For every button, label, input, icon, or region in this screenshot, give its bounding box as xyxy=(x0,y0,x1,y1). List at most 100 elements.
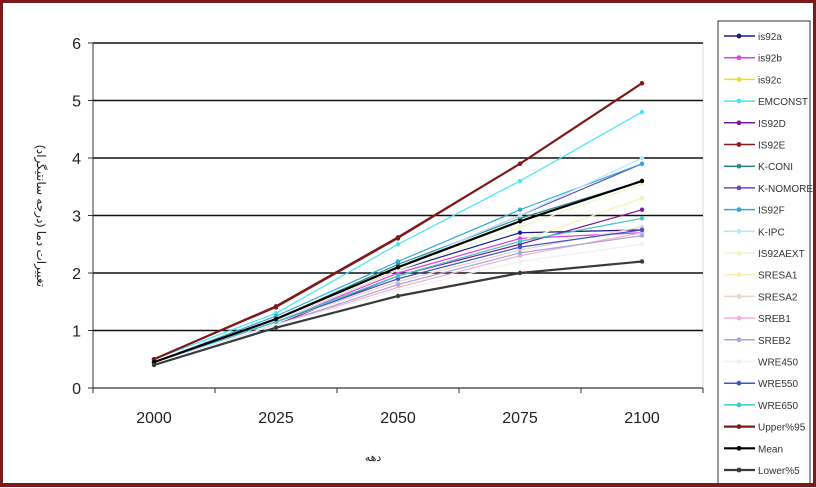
legend-marker xyxy=(736,315,742,321)
data-point xyxy=(395,288,401,293)
y-tick-label: 3 xyxy=(72,209,81,226)
legend-label: is92c xyxy=(758,75,781,86)
legend-marker xyxy=(736,424,742,429)
y-tick-label: 2 xyxy=(72,266,81,283)
data-point xyxy=(395,273,401,279)
legend-marker xyxy=(736,272,742,278)
legend-marker xyxy=(736,77,742,82)
y-axis-ticks: 0 1 2 3 4 5 6 xyxy=(72,36,703,398)
data-point xyxy=(639,207,645,212)
legend-marker xyxy=(736,55,742,61)
data-point xyxy=(639,233,645,238)
legend-marker xyxy=(736,380,742,386)
legend-label: EMCONST xyxy=(758,97,808,108)
data-point xyxy=(395,242,401,247)
data-point xyxy=(273,316,279,322)
data-point xyxy=(517,259,523,264)
legend-marker xyxy=(736,228,742,234)
legend-label: WRE650 xyxy=(758,401,798,412)
legend-marker xyxy=(736,98,742,104)
legend-label: is92b xyxy=(758,54,782,65)
x-axis-ticks: 2000 2025 2050 2075 2100 xyxy=(92,388,704,427)
legend-label: K-IPC xyxy=(758,227,785,238)
data-point xyxy=(517,250,523,256)
y-tick-label: 1 xyxy=(72,324,81,341)
legend-marker xyxy=(736,445,742,451)
data-point xyxy=(151,362,157,368)
y-axis-label: تغییرات دما (درجه سانتیگراد) xyxy=(34,145,48,287)
data-point xyxy=(517,178,523,184)
data-point xyxy=(517,207,523,212)
legend-marker xyxy=(736,207,742,213)
legend-marker xyxy=(736,402,742,408)
legend-label: Lower%5 xyxy=(758,466,800,477)
data-point xyxy=(395,235,401,240)
data-point xyxy=(395,293,401,299)
line-chart: 0 1 2 3 4 5 6 2000 2025 2050 2075 2100 تغییرات دما… xyxy=(34,20,813,488)
data-point xyxy=(517,270,523,276)
data-point xyxy=(639,227,645,233)
legend-label: WRE450 xyxy=(758,358,798,369)
data-point xyxy=(639,109,645,115)
data-point xyxy=(273,325,279,330)
y-tick-label: 5 xyxy=(72,94,81,111)
data-point xyxy=(517,239,523,244)
y-tick-label: 6 xyxy=(72,36,81,53)
data-point xyxy=(517,224,523,230)
x-tick-label: 2075 xyxy=(502,410,538,427)
data-point xyxy=(639,161,645,166)
legend-label: Mean xyxy=(758,444,783,455)
legend-marker xyxy=(736,467,742,473)
legend: is92a is92b is92c EMCONST IS92D IS92E K-CONI K-… xyxy=(717,20,813,488)
data-point xyxy=(517,219,523,224)
x-tick-label: 2025 xyxy=(258,410,294,427)
legend-label: SREB1 xyxy=(758,314,791,325)
legend-marker xyxy=(736,250,742,256)
data-point xyxy=(517,161,523,166)
data-point xyxy=(517,213,523,218)
legend-label: IS92AEXT xyxy=(758,249,805,260)
x-tick-label: 2050 xyxy=(380,410,416,427)
data-point xyxy=(639,196,645,201)
data-point xyxy=(517,244,523,250)
legend-marker xyxy=(736,337,742,343)
series-lines xyxy=(151,81,645,368)
legend-label: Upper%95 xyxy=(758,423,806,434)
y-tick-label: 4 xyxy=(72,151,81,168)
legend-marker xyxy=(736,142,742,147)
legend-label: IS92E xyxy=(758,141,786,152)
legend-label: K-NOMORE xyxy=(758,184,813,195)
data-point xyxy=(273,304,279,309)
data-point xyxy=(395,265,401,270)
legend-box xyxy=(717,20,811,488)
data-point xyxy=(639,216,645,221)
legend-label: IS92F xyxy=(758,206,785,217)
legend-marker xyxy=(736,185,742,191)
data-point xyxy=(639,178,645,184)
legend-label: IS92D xyxy=(758,119,786,130)
legend-label: WRE550 xyxy=(758,379,798,390)
legend-marker xyxy=(736,294,742,299)
legend-marker xyxy=(736,163,742,169)
data-point xyxy=(395,259,401,264)
data-point xyxy=(395,282,401,287)
legend-marker xyxy=(736,120,742,126)
legend-label: SRESA2 xyxy=(758,292,798,303)
legend-label: is92a xyxy=(758,32,782,43)
data-point xyxy=(639,259,645,264)
legend-marker xyxy=(736,33,742,39)
legend-label: SREB2 xyxy=(758,336,791,347)
legend-marker xyxy=(736,359,742,364)
data-point xyxy=(639,81,645,86)
x-tick-label: 2000 xyxy=(136,410,172,427)
data-point xyxy=(639,242,645,247)
legend-label: K-CONI xyxy=(758,162,793,173)
data-point xyxy=(517,230,523,235)
x-axis-label: دهه xyxy=(365,452,382,464)
grid-lines xyxy=(93,42,703,332)
legend-label: SRESA1 xyxy=(758,271,798,282)
data-point xyxy=(639,155,645,161)
x-tick-label: 2100 xyxy=(624,410,660,427)
y-tick-label: 0 xyxy=(72,381,81,398)
